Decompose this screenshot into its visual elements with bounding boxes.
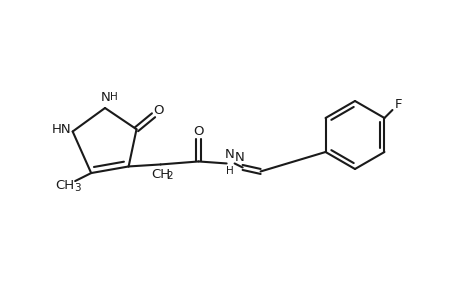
Text: H: H — [110, 92, 118, 102]
Text: F: F — [394, 98, 401, 110]
Text: O: O — [153, 104, 163, 117]
Text: N: N — [101, 91, 111, 103]
Text: 3: 3 — [74, 183, 80, 193]
Text: O: O — [193, 125, 203, 138]
Text: 2: 2 — [166, 172, 173, 182]
Text: CH: CH — [56, 178, 74, 192]
Text: HN: HN — [52, 123, 71, 136]
Text: N: N — [234, 151, 244, 164]
Text: N: N — [224, 148, 234, 161]
Text: H: H — [225, 167, 233, 176]
Text: CH: CH — [151, 168, 170, 181]
